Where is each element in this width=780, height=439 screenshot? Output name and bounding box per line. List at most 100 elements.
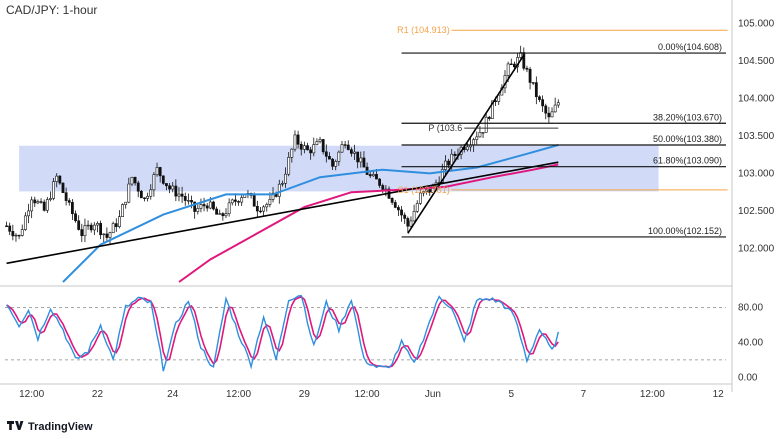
candle-body — [265, 204, 269, 208]
fib-level: 61.80%(103.090) — [401, 156, 726, 168]
candle — [418, 187, 422, 205]
candle-body — [161, 175, 165, 184]
candle — [20, 224, 24, 237]
candle-body — [196, 208, 200, 212]
candle-body — [312, 144, 316, 154]
candle-body — [321, 139, 325, 153]
candle — [121, 203, 124, 217]
candle-body — [393, 202, 397, 208]
candle-body — [259, 210, 262, 213]
candle — [428, 189, 432, 196]
candle — [202, 197, 206, 212]
candle-body — [218, 213, 222, 215]
candle — [296, 130, 300, 149]
candles — [5, 45, 560, 244]
candle — [287, 152, 291, 177]
time-tick-label: 12:00 — [226, 389, 251, 400]
candle — [349, 147, 353, 157]
candle — [397, 205, 400, 217]
candle-body — [8, 225, 12, 232]
candle-body — [478, 132, 482, 138]
candle-body — [390, 198, 394, 203]
candle — [553, 97, 557, 113]
candle — [368, 171, 372, 179]
fib-label: 61.80%(103.090) — [653, 156, 722, 166]
candle-body — [111, 223, 115, 234]
candle — [124, 201, 128, 209]
candle-body — [428, 189, 432, 193]
candle-body — [306, 145, 309, 151]
candle — [528, 66, 532, 90]
candle-body — [324, 151, 328, 157]
fib-level: 100.00%(102.152) — [401, 226, 726, 238]
candle-body — [346, 144, 350, 150]
candle-body — [20, 229, 24, 236]
candle-body — [440, 169, 444, 183]
candle-body — [36, 201, 40, 204]
candle-body — [475, 136, 479, 140]
candle — [230, 198, 234, 206]
candle — [27, 203, 30, 224]
candle-body — [331, 158, 334, 167]
candle — [30, 196, 34, 219]
fib-label: 50.00%(103.380) — [653, 134, 722, 144]
candle — [86, 220, 90, 230]
candle — [49, 191, 52, 202]
candle — [544, 103, 548, 120]
candle-body — [472, 139, 476, 146]
candle-body — [146, 195, 150, 199]
candle-body — [212, 201, 215, 210]
chart-title: CAD/JPY: 1-hour — [6, 3, 97, 17]
candle-body — [412, 210, 416, 222]
candle-body — [121, 204, 124, 217]
candle-body — [425, 189, 429, 192]
moving-average-1 — [62, 144, 559, 283]
candle — [475, 131, 479, 145]
candle-body — [356, 151, 360, 163]
candle — [334, 159, 338, 171]
candle — [309, 147, 313, 160]
fib-level: 0.00%(104.608) — [401, 42, 726, 54]
candle-body — [67, 200, 71, 203]
candle — [67, 198, 71, 206]
candle-body — [349, 149, 353, 154]
candle — [331, 157, 334, 170]
candle-body — [230, 199, 234, 204]
candle-body — [522, 52, 526, 69]
stoch-tick-label: 40.00 — [738, 337, 763, 348]
candle-body — [290, 148, 294, 158]
candle-body — [491, 100, 494, 119]
candle-body — [381, 185, 385, 190]
candle-body — [506, 63, 510, 76]
candle — [240, 194, 244, 206]
candle-body — [74, 213, 77, 222]
candle — [155, 162, 159, 177]
candle-body — [268, 199, 272, 205]
moving-averages — [62, 144, 559, 283]
candle — [83, 218, 87, 243]
candle — [340, 140, 344, 153]
candle-body — [531, 82, 535, 84]
candle — [171, 182, 175, 193]
candle-body — [487, 116, 491, 119]
time-tick-label: 5 — [508, 389, 514, 400]
price-tick-label: 103.500 — [738, 131, 775, 142]
candle-body — [375, 174, 378, 180]
candle-body — [136, 182, 140, 192]
candle — [299, 141, 303, 156]
candle-body — [190, 200, 193, 203]
fibonacci-levels: 0.00%(104.608) 38.20%(103.670) 50.00%(103.… — [401, 42, 726, 238]
candle-body — [287, 157, 291, 175]
candle — [556, 99, 560, 108]
candle — [17, 234, 21, 240]
candle-body — [481, 132, 485, 134]
time-tick-label: 24 — [167, 389, 179, 400]
candle — [356, 151, 360, 169]
candle-body — [124, 201, 128, 205]
pivot-level: S1 (102.781) — [398, 185, 728, 195]
candle — [221, 212, 225, 221]
candle — [337, 150, 341, 166]
candle — [227, 198, 231, 217]
candle — [312, 137, 316, 157]
